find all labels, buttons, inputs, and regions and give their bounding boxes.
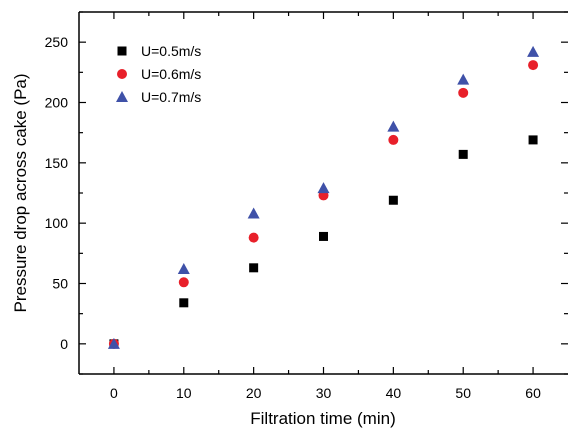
x-tick-label: 50 <box>455 385 471 401</box>
x-tick-label: 30 <box>316 385 332 401</box>
data-point <box>177 263 190 275</box>
data-point <box>247 207 260 219</box>
data-point <box>249 263 259 273</box>
data-point <box>527 45 540 57</box>
legend-label: U=0.5m/s <box>141 43 201 59</box>
y-axis-title: Pressure drop across cake (Pa) <box>11 73 30 312</box>
y-tick-label: 0 <box>60 336 68 352</box>
legend: U=0.5m/s U=0.6m/s U=0.7m/s <box>116 43 201 105</box>
data-point <box>317 182 330 194</box>
x-tick-label: 20 <box>246 385 262 401</box>
axis-ticks: 0 10 20 30 40 50 60 0 50 100 150 200 250 <box>45 11 568 401</box>
data-point <box>458 149 468 159</box>
x-tick-label: 0 <box>110 385 118 401</box>
data-point <box>319 231 328 241</box>
y-tick-label: 250 <box>45 34 69 50</box>
data-point <box>388 134 399 145</box>
data-point <box>458 87 469 98</box>
x-tick-label: 40 <box>386 385 402 401</box>
data-point <box>528 60 539 71</box>
x-tick-label: 10 <box>176 385 192 401</box>
legend-marker <box>116 91 128 102</box>
legend-marker <box>117 69 127 79</box>
data-point <box>528 135 538 145</box>
legend-marker <box>117 46 127 56</box>
x-tick-label: 60 <box>525 385 541 401</box>
series-1 <box>109 135 538 349</box>
data-point <box>388 195 398 205</box>
series-2 <box>108 60 539 349</box>
y-tick-label: 50 <box>52 276 68 292</box>
data-point <box>457 73 470 85</box>
data-point <box>107 337 120 349</box>
data-point <box>179 298 189 308</box>
x-axis-title: Filtration time (min) <box>250 409 395 428</box>
legend-label: U=0.6m/s <box>141 66 201 82</box>
y-tick-label: 200 <box>45 95 69 111</box>
data-point <box>387 120 400 132</box>
series-3 <box>107 45 540 349</box>
legend-label: U=0.7m/s <box>141 89 201 105</box>
y-tick-label: 100 <box>45 215 69 231</box>
y-tick-label: 150 <box>45 155 69 171</box>
data-point <box>178 277 189 288</box>
data-point <box>248 232 259 243</box>
data-points <box>107 45 540 349</box>
